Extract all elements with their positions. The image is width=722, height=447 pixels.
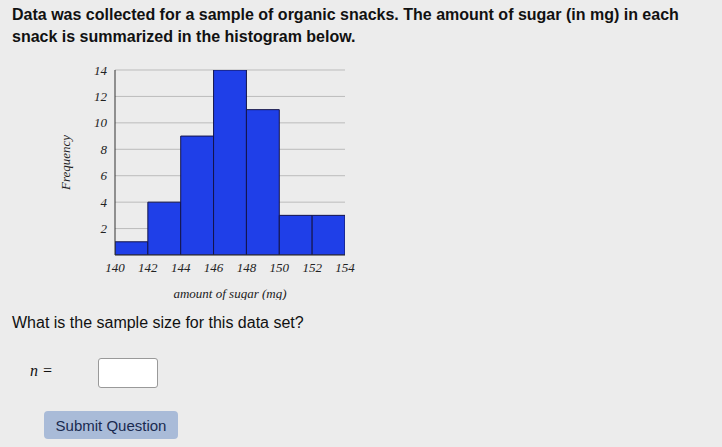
svg-text:amount of sugar (mg): amount of sugar (mg)	[173, 286, 286, 300]
svg-text:10: 10	[94, 115, 108, 130]
svg-text:8: 8	[101, 142, 108, 157]
html-text:What is the sample size for th: What is the sample size for this data se…	[12, 314, 304, 331]
svg-text:14: 14	[94, 63, 108, 78]
svg-text:6: 6	[101, 168, 108, 183]
html-text:n =: n =	[30, 362, 53, 379]
html-text:Submit Question: Submit Question	[55, 416, 167, 434]
svg-text:154: 154	[335, 260, 355, 275]
svg-text:142: 142	[138, 260, 158, 275]
svg-text:152: 152	[302, 260, 322, 275]
svg-text:4: 4	[101, 195, 108, 210]
svg-text:2: 2	[101, 221, 108, 236]
html-text:Data was collected for a sampl: Data was collected for a sample of organ…	[12, 6, 679, 45]
svg-text:150: 150	[270, 260, 290, 275]
svg-text:148: 148	[237, 260, 257, 275]
svg-text:12: 12	[94, 89, 108, 104]
svg-text:140: 140	[105, 260, 125, 275]
svg-text:144: 144	[171, 260, 191, 275]
svg-text:Frequency: Frequency	[58, 135, 73, 191]
svg-text:146: 146	[204, 260, 224, 275]
